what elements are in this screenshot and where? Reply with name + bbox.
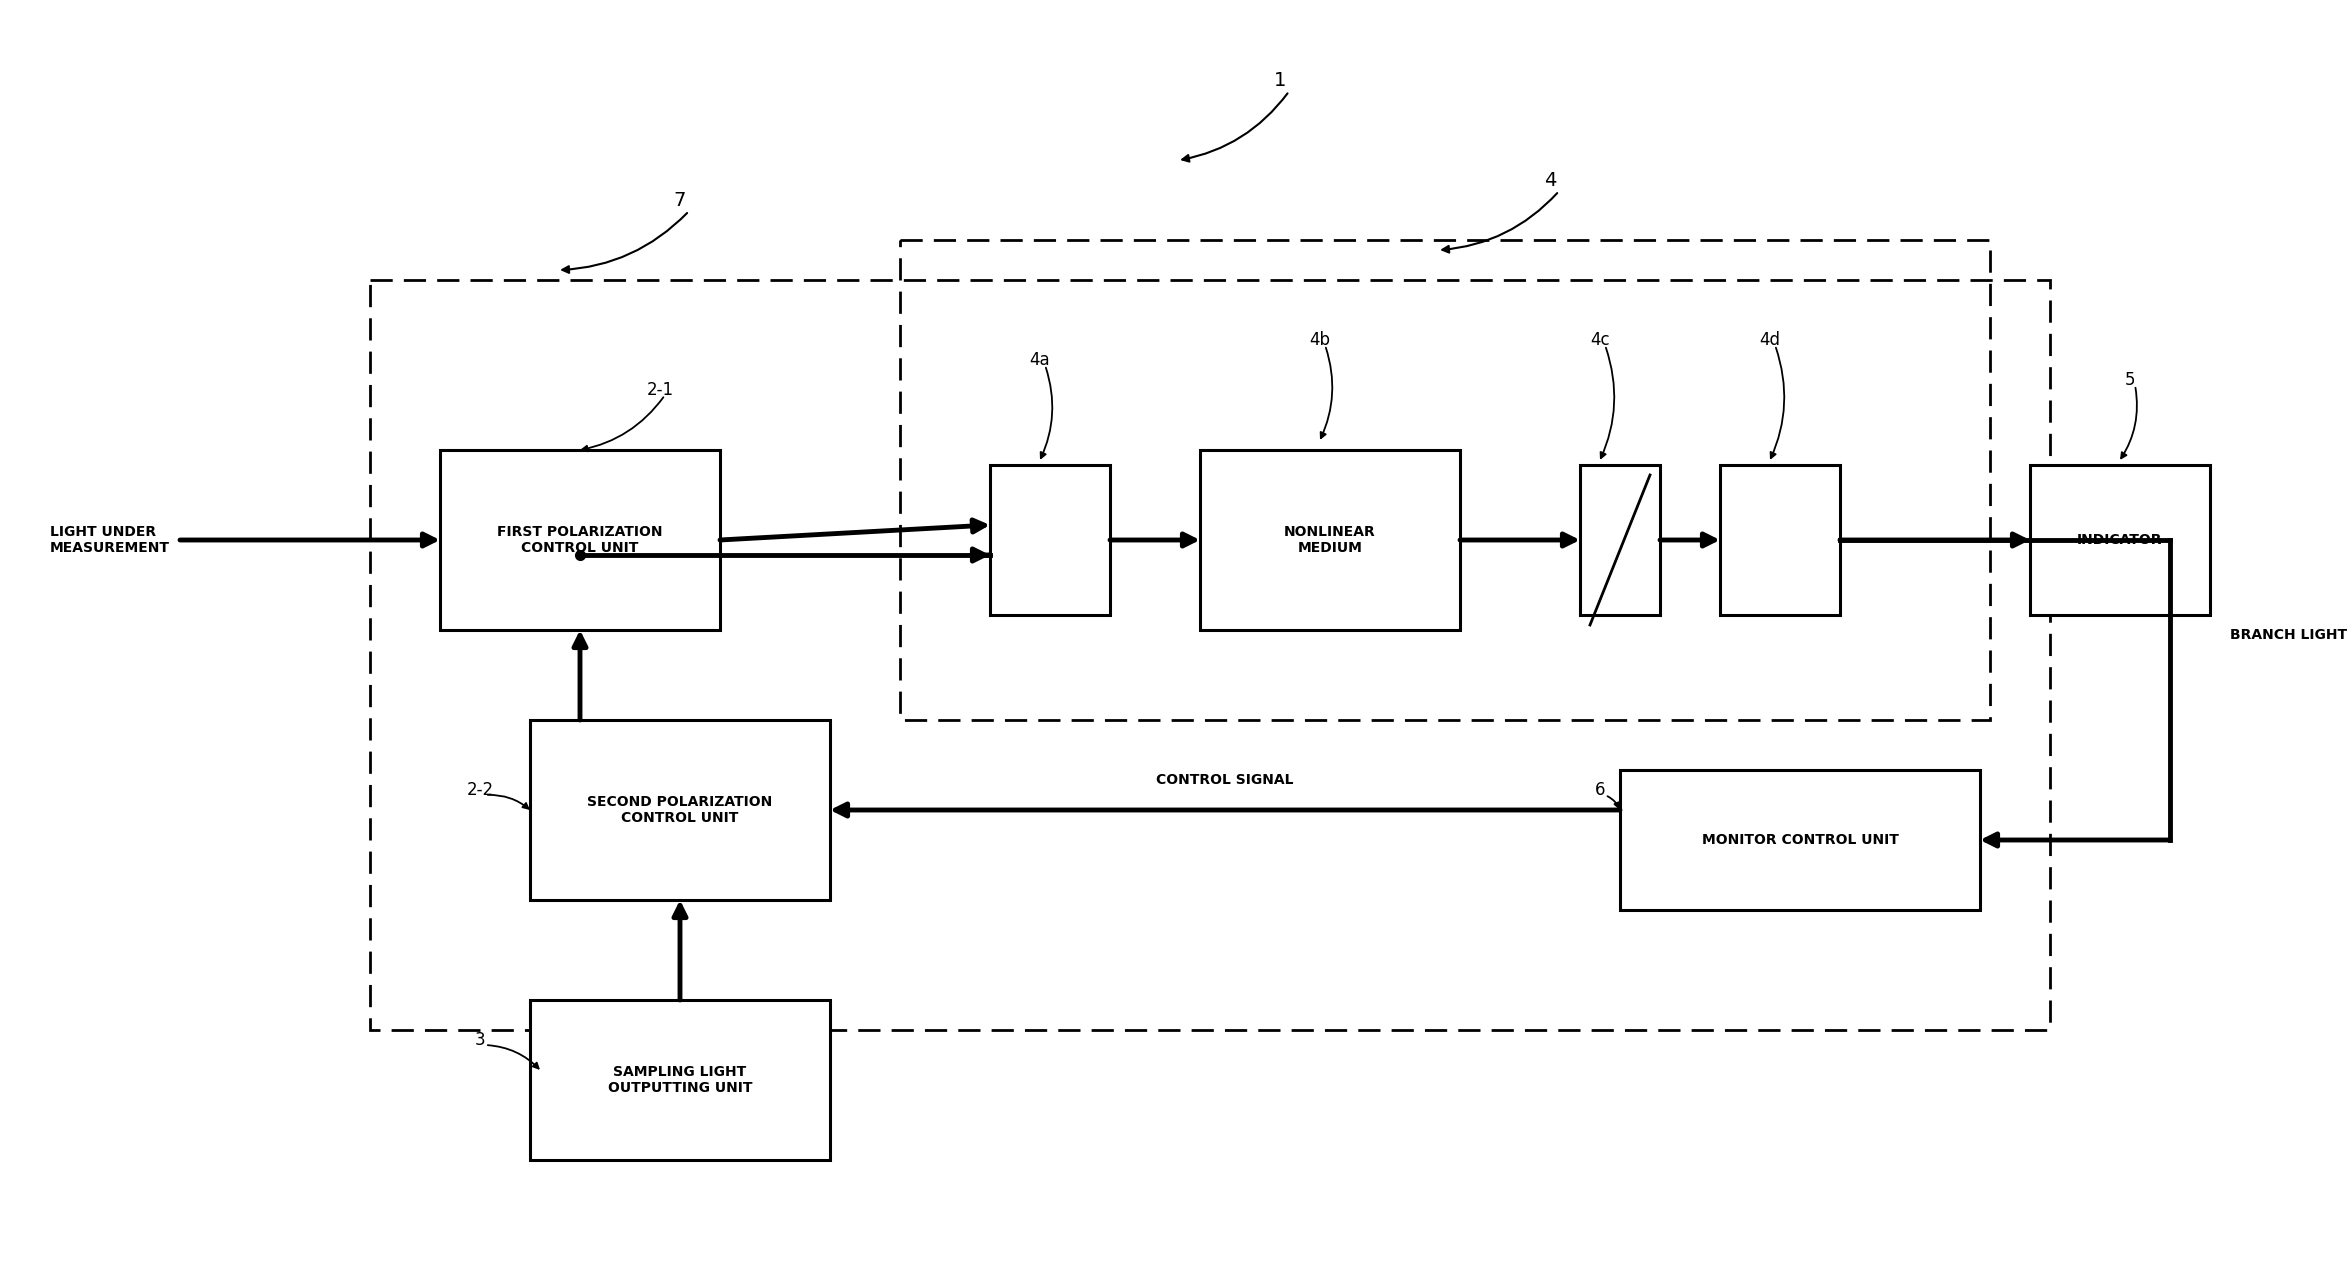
Text: 7: 7	[674, 190, 686, 209]
Text: BRANCH LIGHT: BRANCH LIGHT	[2230, 628, 2348, 642]
Text: FIRST POLARIZATION
CONTROL UNIT: FIRST POLARIZATION CONTROL UNIT	[498, 525, 663, 555]
Text: NONLINEAR
MEDIUM: NONLINEAR MEDIUM	[1283, 525, 1375, 555]
Text: INDICATOR: INDICATOR	[2077, 533, 2162, 547]
Text: 6: 6	[1596, 781, 1605, 799]
Text: 3: 3	[475, 1031, 486, 1049]
Text: LIGHT UNDER
MEASUREMENT: LIGHT UNDER MEASUREMENT	[49, 525, 169, 555]
Bar	[1619, 770, 1981, 910]
Text: 2-1: 2-1	[646, 381, 674, 398]
Bar	[900, 240, 1990, 720]
Bar	[1579, 465, 1659, 615]
Text: 4d: 4d	[1760, 330, 1781, 349]
Text: 5: 5	[2124, 371, 2136, 388]
Bar	[531, 720, 830, 900]
Text: SAMPLING LIGHT
OUTPUTTING UNIT: SAMPLING LIGHT OUTPUTTING UNIT	[609, 1064, 752, 1095]
Bar	[439, 450, 719, 630]
Text: SECOND POLARIZATION
CONTROL UNIT: SECOND POLARIZATION CONTROL UNIT	[588, 794, 773, 825]
Bar	[1720, 465, 1840, 615]
Text: CONTROL SIGNAL: CONTROL SIGNAL	[1156, 773, 1295, 787]
Bar	[1201, 450, 1459, 630]
Bar	[369, 280, 2049, 1030]
Bar	[2030, 465, 2209, 615]
Text: 2-2: 2-2	[465, 781, 494, 799]
Bar	[531, 1000, 830, 1160]
Text: 4: 4	[1544, 170, 1556, 189]
Text: 4b: 4b	[1309, 330, 1330, 349]
Text: 1: 1	[1274, 71, 1285, 90]
Text: MONITOR CONTROL UNIT: MONITOR CONTROL UNIT	[1701, 834, 1899, 847]
Bar	[989, 465, 1109, 615]
Text: 4a: 4a	[1029, 351, 1050, 369]
Text: 4c: 4c	[1591, 330, 1610, 349]
